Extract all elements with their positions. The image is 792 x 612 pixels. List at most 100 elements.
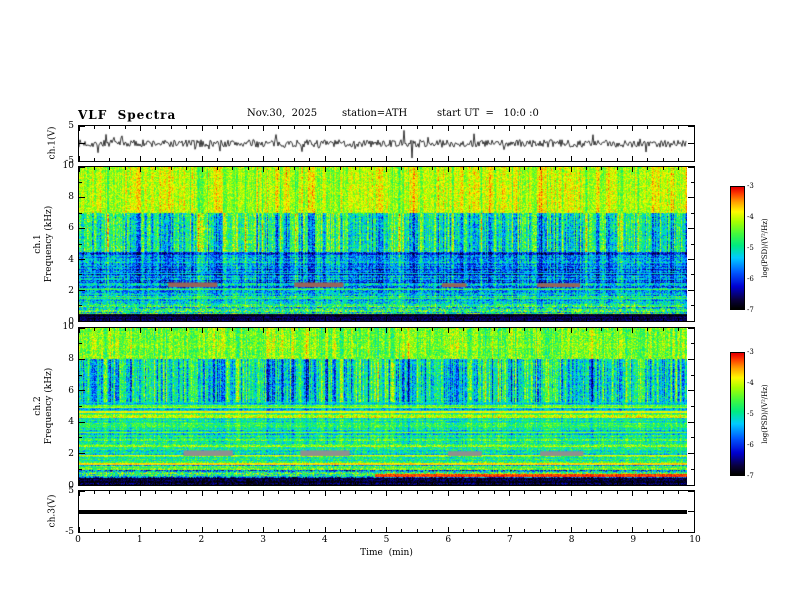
tick-mark bbox=[263, 527, 264, 532]
tick-mark bbox=[186, 318, 188, 321]
y-tick-label: -5 bbox=[65, 156, 74, 167]
tick-mark bbox=[678, 482, 680, 485]
tick-mark bbox=[79, 243, 82, 245]
tick-mark bbox=[616, 529, 618, 532]
tick-mark bbox=[478, 482, 480, 485]
tick-mark bbox=[79, 143, 85, 144]
tick-mark bbox=[79, 374, 82, 376]
tick-mark bbox=[447, 316, 449, 321]
tick-mark bbox=[493, 529, 495, 532]
tick-mark bbox=[370, 318, 372, 321]
tick-mark bbox=[555, 318, 557, 321]
tick-mark bbox=[109, 126, 111, 129]
tick-mark bbox=[309, 328, 311, 331]
tick-mark bbox=[493, 158, 495, 161]
tick-mark bbox=[324, 328, 326, 333]
tick-mark bbox=[93, 318, 95, 321]
tick-mark bbox=[693, 167, 695, 172]
tick-mark bbox=[124, 529, 126, 532]
tick-mark bbox=[688, 143, 694, 144]
tick-mark bbox=[632, 480, 633, 485]
tick-mark bbox=[93, 328, 95, 331]
ch1-voltage-panel bbox=[78, 125, 695, 162]
tick-mark bbox=[263, 316, 264, 321]
tick-mark bbox=[79, 125, 85, 127]
tick-mark bbox=[124, 482, 126, 485]
tick-mark bbox=[309, 318, 311, 321]
ch1-spectrogram-panel bbox=[78, 166, 695, 322]
tick-mark bbox=[401, 529, 403, 532]
tick-mark bbox=[79, 390, 85, 392]
tick-mark bbox=[140, 316, 141, 321]
tick-mark bbox=[509, 167, 510, 172]
y-tick-label: 0 bbox=[68, 481, 74, 491]
tick-mark bbox=[585, 328, 587, 331]
tick-mark bbox=[555, 126, 557, 129]
tick-mark bbox=[309, 126, 311, 129]
x-tick-label: 5 bbox=[383, 535, 390, 545]
observation-date: Nov.30, 2025 bbox=[247, 108, 318, 119]
tick-mark bbox=[79, 406, 82, 407]
tick-mark bbox=[401, 158, 403, 161]
tick-mark bbox=[355, 328, 357, 331]
tick-mark bbox=[216, 158, 218, 161]
tick-mark bbox=[647, 482, 649, 485]
colorbar-ch2 bbox=[730, 352, 745, 476]
tick-mark bbox=[691, 406, 694, 407]
tick-mark bbox=[662, 167, 664, 170]
tick-mark bbox=[324, 480, 326, 485]
tick-mark bbox=[155, 529, 157, 532]
tick-mark bbox=[201, 328, 203, 333]
y-axis-label-ch1-line2: Frequency (kHz) bbox=[44, 205, 54, 283]
tick-mark bbox=[416, 491, 418, 494]
tick-mark bbox=[78, 480, 80, 485]
tick-mark bbox=[386, 167, 387, 172]
tick-mark bbox=[693, 156, 695, 161]
tick-mark bbox=[155, 158, 157, 161]
tick-mark bbox=[370, 126, 372, 129]
colorbar-ch1-unit-label: log(PSD)/(V²/Hz) bbox=[761, 218, 769, 278]
tick-mark bbox=[355, 318, 357, 321]
tick-mark bbox=[278, 529, 280, 532]
tick-mark bbox=[601, 328, 603, 331]
time-axis-tick-labels: 0 1 2 3 4 5 6 7 8 9 10 bbox=[75, 535, 701, 547]
tick-mark bbox=[324, 156, 326, 161]
tick-mark bbox=[401, 482, 403, 485]
tick-mark bbox=[693, 328, 695, 333]
y-tick-label: 4 bbox=[68, 254, 74, 265]
tick-mark bbox=[370, 491, 372, 494]
tick-mark bbox=[555, 529, 557, 532]
tick-mark bbox=[339, 126, 341, 129]
tick-mark bbox=[493, 491, 495, 494]
x-tick-label: 6 bbox=[445, 535, 452, 545]
tick-mark bbox=[585, 529, 587, 532]
tick-mark bbox=[79, 511, 85, 512]
tick-mark bbox=[293, 529, 295, 532]
tick-mark bbox=[601, 482, 603, 485]
tick-mark bbox=[570, 527, 572, 532]
tick-mark bbox=[216, 167, 218, 170]
tick-mark bbox=[601, 167, 603, 170]
tick-mark bbox=[570, 480, 572, 485]
y-tick-label: 5 bbox=[68, 120, 74, 131]
tick-mark bbox=[339, 491, 341, 494]
tick-mark bbox=[570, 316, 572, 321]
tick-mark bbox=[432, 529, 434, 532]
tick-mark bbox=[93, 126, 95, 129]
tick-mark bbox=[79, 305, 82, 307]
tick-mark bbox=[693, 316, 695, 321]
tick-mark bbox=[355, 482, 357, 485]
tick-mark bbox=[601, 318, 603, 321]
tick-mark bbox=[509, 316, 510, 321]
tick-mark bbox=[155, 318, 157, 321]
tick-mark bbox=[278, 167, 280, 170]
tick-mark bbox=[570, 126, 572, 131]
x-tick-label: 2 bbox=[198, 535, 205, 545]
tick-mark bbox=[539, 167, 541, 170]
colorbar-tick-label: -4 bbox=[747, 379, 754, 387]
tick-mark bbox=[691, 181, 694, 183]
tick-mark bbox=[79, 468, 82, 470]
tick-mark bbox=[447, 167, 449, 172]
tick-mark bbox=[509, 156, 510, 161]
tick-mark bbox=[691, 374, 694, 376]
